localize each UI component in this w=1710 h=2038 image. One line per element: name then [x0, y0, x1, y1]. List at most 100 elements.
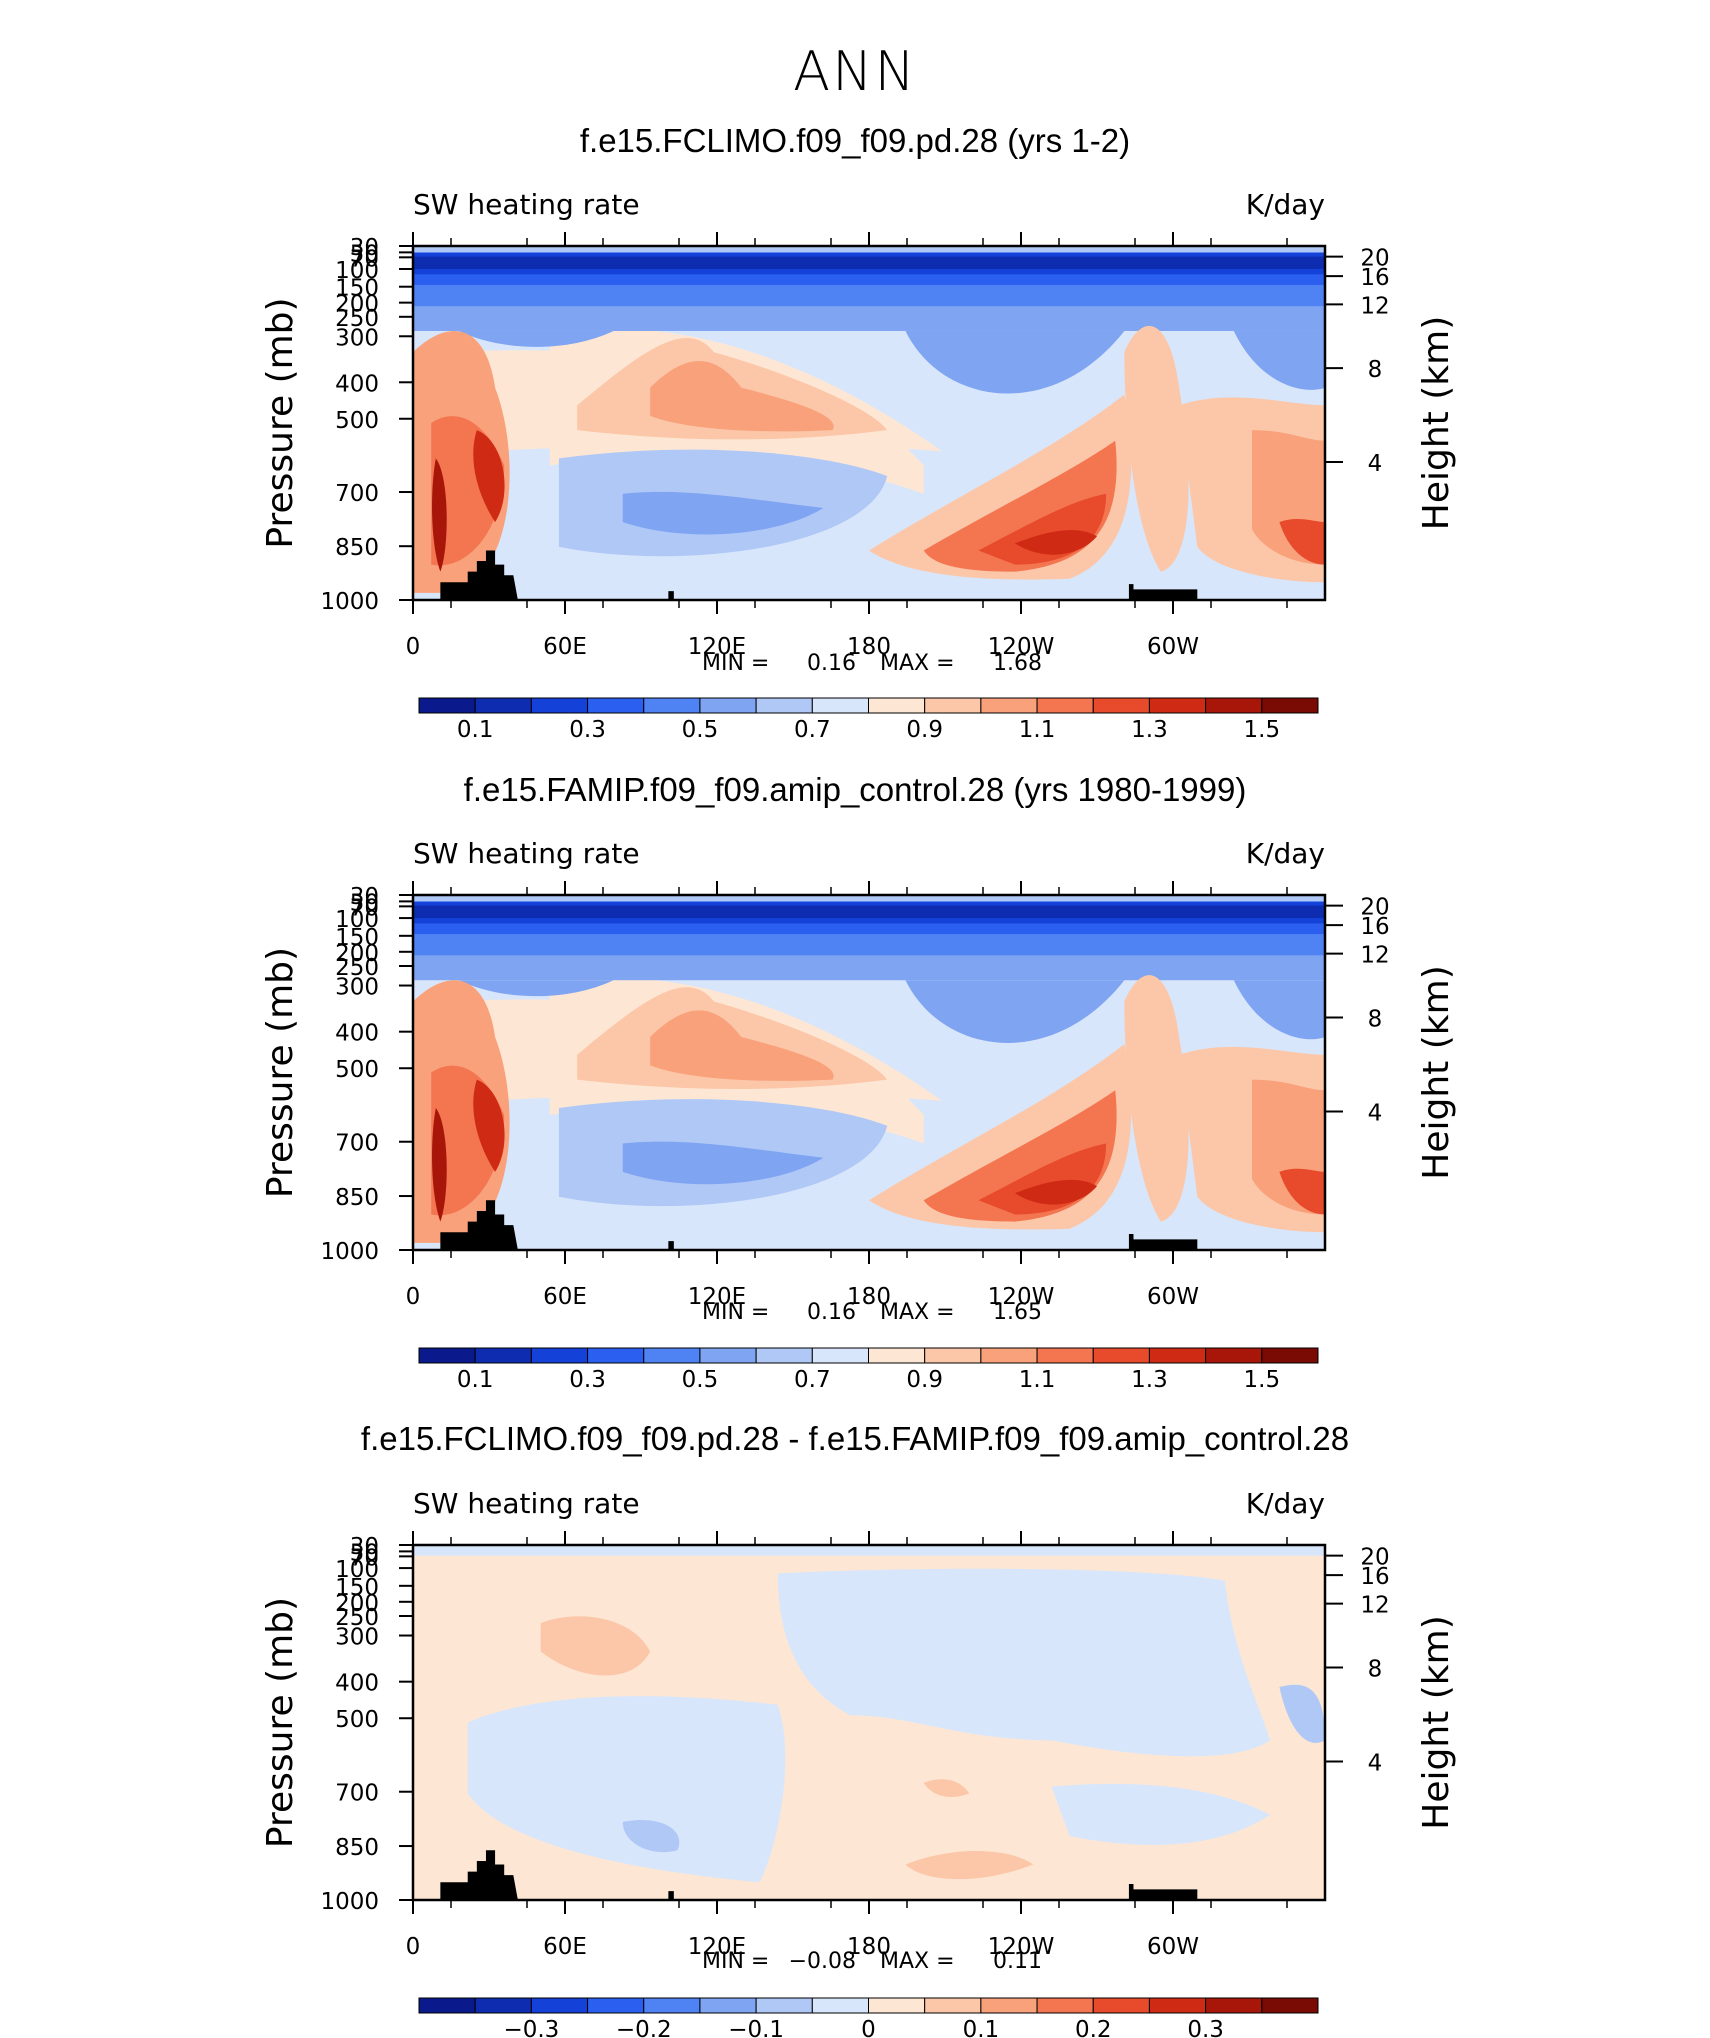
y-right-tick-label: 16	[1360, 1564, 1389, 1590]
y-tick-label: 200	[335, 1591, 379, 1617]
colorbar-label: −0.3	[503, 2017, 559, 2038]
asia-heating	[650, 361, 834, 432]
units-label: K/day	[1246, 1487, 1325, 1520]
upper-blue-band	[413, 246, 1325, 253]
y-axis-label: Pressure (mb)	[260, 1597, 301, 1848]
y-tick-label: 850	[335, 1835, 379, 1861]
diff-positive-region	[923, 1779, 970, 1798]
y-tick-label: 1000	[320, 589, 379, 615]
colorbar-swatch	[418, 697, 476, 714]
colorbar-swatch	[1148, 1997, 1207, 2014]
y-tick-label: 850	[335, 535, 379, 561]
upper-blue-band	[413, 905, 1325, 919]
colorbar-label: 1.1	[1019, 717, 1056, 743]
colorbar-swatch	[1261, 697, 1319, 714]
colorbar-swatch	[1205, 1997, 1263, 2014]
colorbar-swatch	[474, 1997, 532, 2014]
colorbar-label: 0.3	[569, 1367, 606, 1393]
topography-africa	[440, 550, 518, 600]
colorbar-swatch	[530, 1997, 589, 2014]
colorbar-swatch	[1261, 1347, 1319, 1364]
colorbar-label: 0	[861, 2017, 876, 2038]
colorbar-swatch	[811, 697, 869, 714]
colorbar-swatch	[1036, 697, 1094, 714]
colorbar-swatch	[699, 1347, 757, 1364]
y-tick-label: 700	[335, 1781, 379, 1807]
colorbar-swatch	[587, 1997, 645, 2014]
y-tick-label: 50	[350, 241, 379, 267]
contour-field	[413, 895, 1325, 1250]
colorbar-swatch	[1092, 1997, 1150, 2014]
colorbar-swatch	[474, 1347, 532, 1364]
panel-title: f.e15.FCLIMO.f09_f09.pd.28 (yrs 1-2)	[580, 122, 1130, 159]
atlantic-heating-core	[1279, 1168, 1325, 1215]
pacific-heating-core	[1014, 1179, 1097, 1205]
x-tick-label: 120W	[988, 1934, 1055, 1960]
y-tick-label: 50	[350, 890, 379, 916]
y-right-axis-label: Height (km)	[1416, 316, 1457, 530]
panel-2: f.e15.FAMIP.f09_f09.amip_control.28 (yrs…	[260, 771, 1457, 1393]
colorbar-swatch	[587, 1347, 645, 1364]
max-label: MAX =	[880, 651, 955, 676]
y-tick-label: 300	[335, 975, 379, 1001]
diff-negative-core	[1279, 1684, 1325, 1743]
y-tick-label: 30	[350, 1534, 379, 1560]
y-right-tick-label: 12	[1360, 1593, 1389, 1619]
diff-positive-region	[905, 1851, 1034, 1880]
y-tick-label: 700	[335, 1131, 379, 1157]
x-tick-label: 60E	[543, 1934, 587, 1960]
colorbar-swatch	[1205, 1347, 1263, 1364]
y-tick-label: 500	[335, 408, 379, 434]
colorbar-label: 0.1	[963, 2017, 1000, 2038]
y-tick-label: 100	[335, 1557, 379, 1583]
colorbar-label: −0.2	[616, 2017, 672, 2038]
y-tick-label: 200	[335, 292, 379, 318]
colorbar-swatch	[1148, 697, 1207, 714]
y-right-tick-label: 16	[1360, 914, 1389, 940]
y-tick-label: 400	[335, 371, 379, 397]
colorbar-swatch	[924, 697, 982, 714]
colorbar-label: 0.1	[457, 717, 494, 743]
colorbar-swatch	[755, 697, 813, 714]
diff-top-band	[413, 1545, 1325, 1556]
x-tick-label: 120W	[988, 1284, 1055, 1310]
colorbar-swatch	[924, 1347, 982, 1364]
diff-negative-region	[777, 1568, 1271, 1757]
upper-blue-band	[458, 980, 614, 997]
south-america-heating	[1124, 325, 1189, 572]
lower-blue-pool	[622, 1141, 824, 1185]
colorbar-label: 1.5	[1244, 1367, 1281, 1393]
atlantic-blue-region	[1233, 980, 1325, 1040]
topography-africa	[440, 1200, 518, 1250]
colorbar-swatch	[1261, 1997, 1319, 2014]
y-tick-label: 100	[335, 907, 379, 933]
panel-title: f.e15.FCLIMO.f09_f09.pd.28 - f.e15.FAMIP…	[361, 1420, 1349, 1457]
colorbar-swatch	[418, 1997, 476, 2014]
y-tick-label: 150	[335, 1575, 379, 1601]
colorbar-label: 0.5	[682, 1367, 719, 1393]
x-tick-label: 0	[406, 1284, 421, 1310]
x-tick-label: 120E	[688, 634, 746, 660]
colorbar-swatch	[868, 1997, 926, 2014]
colorbar-swatch	[530, 1347, 589, 1364]
diff-negative-core	[622, 1820, 680, 1853]
colorbar-label: 1.5	[1244, 717, 1281, 743]
colorbar-label: 0.5	[682, 717, 719, 743]
lower-blue-pool	[622, 491, 824, 535]
atlantic-blue-region	[1233, 330, 1325, 390]
colorbar-swatch	[1092, 1347, 1150, 1364]
y-right-tick-label: 20	[1360, 895, 1389, 921]
min-label: MIN =	[702, 1949, 769, 1974]
y-tick-label: 250	[335, 1605, 379, 1631]
y-right-tick-label: 8	[1368, 1006, 1383, 1032]
y-tick-label: 700	[335, 481, 379, 507]
y-right-tick-label: 8	[1368, 1656, 1383, 1682]
colorbar-swatch	[811, 1347, 869, 1364]
colorbar-swatch	[924, 1997, 982, 2014]
topography-island	[668, 1891, 674, 1900]
y-right-tick-label: 4	[1368, 451, 1383, 477]
colorbar-label: 0.7	[794, 1367, 831, 1393]
left-label: SW heating rate	[413, 837, 640, 870]
max-label: MAX =	[880, 1949, 955, 1974]
panel-title: f.e15.FAMIP.f09_f09.amip_control.28 (yrs…	[464, 771, 1247, 808]
